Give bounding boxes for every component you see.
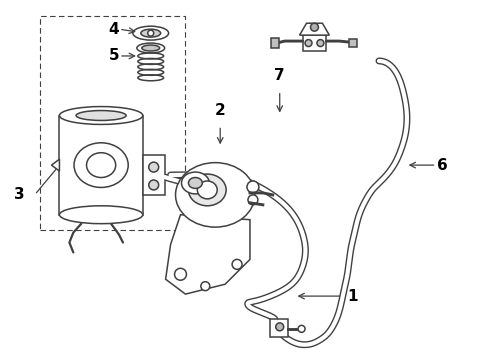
Polygon shape: [51, 159, 59, 171]
Ellipse shape: [175, 163, 255, 227]
Bar: [59, 116, 143, 215]
Circle shape: [298, 325, 305, 332]
Ellipse shape: [189, 174, 226, 206]
Text: 5: 5: [108, 49, 119, 63]
Circle shape: [174, 268, 187, 280]
Text: 6: 6: [437, 158, 447, 172]
Text: 2: 2: [215, 103, 225, 118]
Circle shape: [247, 181, 259, 193]
Ellipse shape: [142, 45, 160, 51]
Ellipse shape: [141, 29, 161, 37]
Text: 3: 3: [14, 188, 25, 202]
Circle shape: [317, 40, 324, 46]
Ellipse shape: [59, 206, 143, 224]
Circle shape: [149, 180, 159, 190]
Circle shape: [149, 162, 159, 172]
Ellipse shape: [133, 26, 169, 40]
Circle shape: [201, 282, 210, 291]
Circle shape: [232, 260, 242, 269]
Bar: [270, 319, 288, 337]
Text: 7: 7: [274, 68, 285, 83]
Ellipse shape: [76, 111, 126, 121]
Circle shape: [311, 23, 319, 31]
Bar: [271, 38, 279, 48]
Ellipse shape: [197, 181, 217, 199]
Circle shape: [305, 40, 312, 46]
Ellipse shape: [181, 172, 209, 194]
Circle shape: [248, 195, 258, 205]
Bar: [302, 35, 326, 51]
Ellipse shape: [59, 107, 143, 125]
Polygon shape: [166, 215, 250, 294]
Circle shape: [276, 323, 284, 331]
Text: 4: 4: [108, 22, 119, 37]
Text: 1: 1: [347, 289, 358, 303]
Ellipse shape: [137, 43, 165, 53]
Circle shape: [148, 30, 154, 36]
Bar: [143, 155, 165, 195]
Ellipse shape: [189, 177, 202, 188]
Polygon shape: [299, 23, 329, 35]
Bar: [349, 39, 357, 47]
